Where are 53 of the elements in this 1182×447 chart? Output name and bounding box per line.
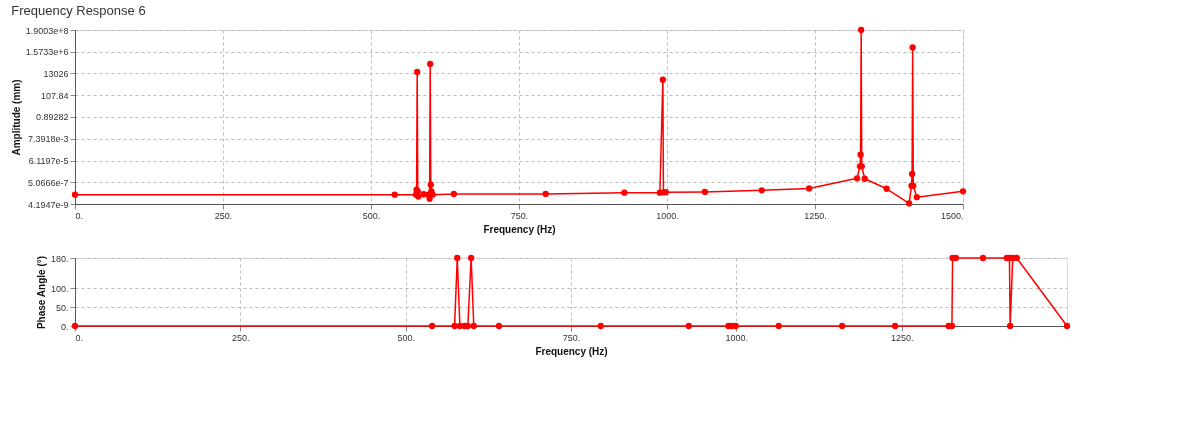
x-tick-label: 1500.	[940, 210, 964, 221]
point	[758, 187, 765, 194]
y-tick-label: 4.1947e-9	[27, 199, 69, 210]
point	[857, 151, 864, 158]
x-tick-label: 1000.	[725, 332, 749, 343]
point	[427, 181, 434, 188]
y-tick-label: 1.9003e+8	[25, 25, 69, 36]
y-tick-label: 100.	[50, 283, 69, 294]
x-tick-label: 1250.	[890, 332, 914, 343]
x-tick-label: 500.	[397, 332, 415, 343]
point	[905, 200, 913, 207]
y-tick-label: 107.84	[40, 90, 69, 101]
y-tick-label: 50.	[55, 302, 69, 313]
point	[861, 175, 868, 182]
point	[659, 76, 667, 83]
point	[621, 189, 628, 196]
x-tick-label: 1000.	[656, 210, 679, 221]
point	[414, 68, 421, 76]
x-tick-label: 250.	[214, 210, 233, 221]
point	[853, 175, 861, 182]
y-tick-label: 0.89282	[35, 112, 69, 123]
y-tick-label: 7.3918e-3	[27, 134, 69, 145]
point	[391, 191, 398, 198]
x-tick-label: 500.	[362, 210, 381, 221]
point	[450, 190, 458, 198]
point	[959, 188, 967, 195]
point	[701, 188, 709, 196]
x-tick-label: 1250.	[804, 210, 827, 221]
point	[913, 193, 920, 201]
x-axis-title: Frequency (Hz)	[483, 223, 556, 235]
y-tick-label: 13026	[43, 69, 69, 79]
y-tick-label: 180.	[50, 253, 69, 264]
y-tick-label: 6.1197e-5	[28, 156, 69, 166]
point	[858, 26, 865, 34]
x-axis-title: Frequency (Hz)	[535, 345, 608, 357]
point	[542, 190, 549, 198]
x-tick-label: 0.	[75, 332, 84, 343]
point	[805, 185, 813, 192]
y-tick-label: 1.5733e+6	[25, 47, 69, 58]
point	[71, 191, 79, 198]
x-tick-label: 250.	[232, 332, 250, 343]
chart-title: Frequency Response 6	[11, 3, 146, 18]
y-tick-label: 5.0666e-7	[27, 177, 69, 188]
y-tick-label: 0.	[60, 321, 69, 332]
y-axis-title: Amplitude (mm)	[10, 79, 22, 156]
y-axis-title: Phase Angle (°)	[35, 255, 47, 330]
x-tick-label: 750.	[510, 210, 529, 221]
point	[908, 170, 916, 178]
x-tick-label: 750.	[562, 332, 581, 343]
x-tick-label: 0.	[75, 210, 84, 221]
point	[427, 60, 434, 68]
point	[909, 44, 916, 51]
point	[883, 185, 890, 192]
